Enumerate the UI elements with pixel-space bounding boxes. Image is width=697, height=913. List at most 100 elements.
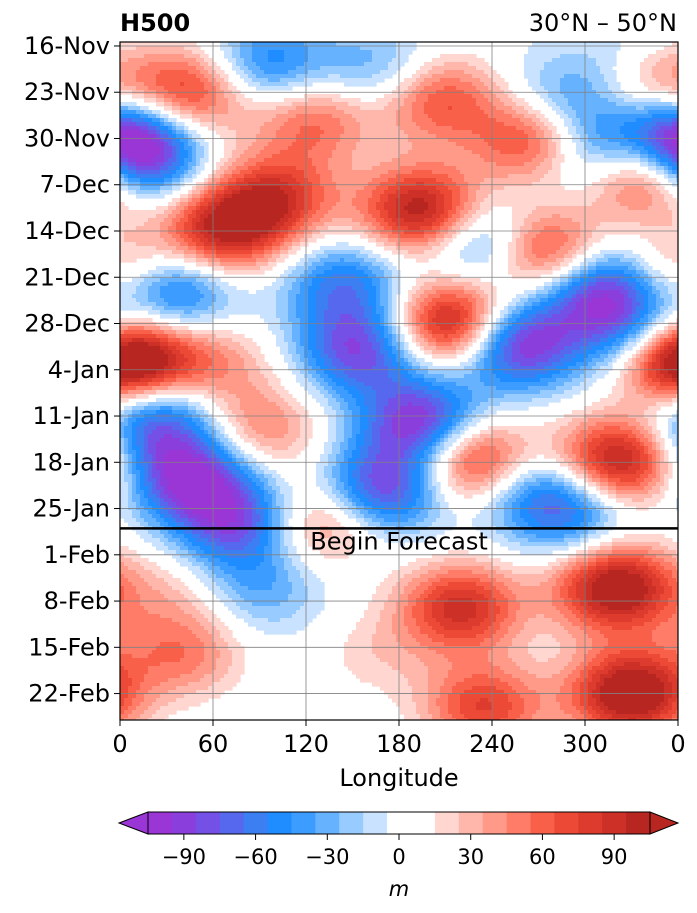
field-cell [520,138,525,143]
field-cell [356,198,361,203]
field-cell [364,130,369,135]
field-cell [212,114,217,119]
field-cell [396,174,401,179]
field-cell [296,78,301,83]
field-cell [300,174,305,179]
field-cell [588,134,593,139]
field-cell [668,194,673,199]
field-cell [652,54,657,59]
field-cell [484,194,489,199]
field-cell [416,142,421,147]
field-cell [388,170,393,175]
field-cell [388,94,393,99]
field-cell [552,78,557,83]
field-cell [136,134,141,139]
field-cell [492,74,497,79]
field-cell [232,94,237,99]
field-cell [168,82,173,87]
field-cell [396,46,401,51]
field-cell [284,70,289,75]
field-cell [228,54,233,59]
field-cell [484,98,489,103]
field-cell [464,134,469,139]
field-cell [348,158,353,163]
field-cell [436,170,441,175]
field-cell [544,158,549,163]
field-cell [440,78,445,83]
field-cell [400,50,405,55]
field-cell [216,162,221,167]
field-cell [156,158,161,163]
field-cell [140,162,145,167]
field-cell [652,186,657,191]
field-cell [156,110,161,115]
field-cell [648,74,653,79]
field-cell [436,194,441,199]
field-cell [288,190,293,195]
field-cell [616,142,621,147]
field-cell [176,74,181,79]
field-cell [120,110,125,115]
field-cell [224,138,229,143]
field-cell [316,98,321,103]
field-cell [600,62,605,67]
field-cell [376,122,381,127]
field-cell [260,146,265,151]
field-cell [524,146,529,151]
field-cell [284,194,289,199]
field-cell [252,66,257,71]
field-cell [612,114,617,119]
field-cell [452,134,457,139]
field-cell [148,114,153,119]
field-cell [284,106,289,111]
field-cell [564,202,569,207]
field-cell [236,110,241,115]
field-cell [252,54,257,59]
field-cell [440,178,445,183]
field-cell [292,158,297,163]
field-cell [584,106,589,111]
field-cell [664,126,669,131]
field-cell [164,42,169,47]
field-cell [608,130,613,135]
field-cell [668,150,673,155]
field-cell [564,66,569,71]
field-cell [516,134,521,139]
field-cell [260,198,265,203]
field-cell [292,50,297,55]
field-cell [356,62,361,67]
field-cell [488,94,493,99]
field-cell [492,162,497,167]
field-cell [580,50,585,55]
field-cell [140,42,145,47]
field-cell [160,158,165,163]
field-cell [484,134,489,139]
field-cell [468,134,473,139]
field-cell [264,70,269,75]
field-cell [316,62,321,67]
field-cell [488,146,493,151]
field-cell [232,150,237,155]
field-cell [644,98,649,103]
field-cell [288,102,293,107]
field-cell [476,74,481,79]
field-cell [428,142,433,147]
field-cell [276,150,281,155]
field-cell [496,162,501,167]
field-cell [240,126,245,131]
field-cell [276,166,281,171]
field-cell [128,178,133,183]
field-cell [480,102,485,107]
field-cell [272,66,277,71]
field-cell [636,198,641,203]
field-cell [524,182,529,187]
field-cell [184,142,189,147]
field-cell [256,74,261,79]
field-cell [444,94,449,99]
field-cell [292,198,297,203]
field-cell [360,170,365,175]
field-cell [344,206,349,211]
field-cell [356,170,361,175]
field-cell [148,194,153,199]
field-cell [440,142,445,147]
